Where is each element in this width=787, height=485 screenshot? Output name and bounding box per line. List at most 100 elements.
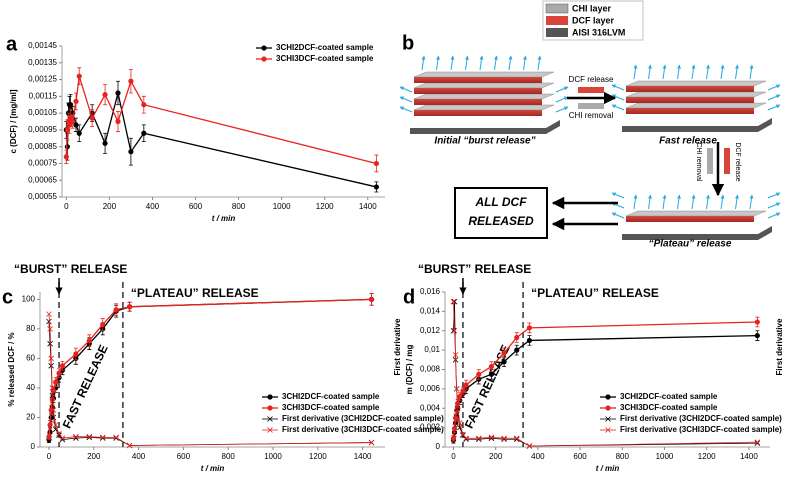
- y-tick-label: 0,014: [420, 306, 441, 315]
- x-tick-label: 1000: [273, 202, 291, 211]
- point: [463, 382, 469, 388]
- step-text: DCF release: [734, 142, 741, 181]
- point: [113, 435, 119, 441]
- release-arrow: [399, 106, 413, 113]
- release-arrow: [648, 64, 652, 80]
- y2-axis-label: First derivative: [393, 318, 402, 375]
- point: [460, 388, 466, 394]
- release-arrow: [662, 194, 667, 210]
- point: [50, 407, 57, 413]
- substrate: [622, 226, 772, 240]
- point: [463, 436, 469, 443]
- x-tick-label: 800: [616, 452, 630, 461]
- point: [99, 434, 106, 441]
- point: [513, 435, 520, 442]
- release-arrow: [648, 194, 652, 210]
- release-arrow: [465, 55, 469, 71]
- legend-text: First derivative (3CHI2DCF-coated sample…: [282, 414, 444, 423]
- point: [100, 321, 106, 328]
- point: [488, 435, 495, 442]
- point: [488, 434, 495, 441]
- release-arrow: [677, 194, 681, 210]
- point: [457, 394, 463, 400]
- x-tick-label: 200: [489, 452, 503, 461]
- legend-marker: [605, 427, 611, 433]
- x-tick-label: 600: [573, 452, 587, 461]
- series-line: [65, 76, 377, 165]
- release-arrow: [706, 64, 710, 80]
- substrate: [622, 118, 772, 132]
- release-arrow: [555, 86, 569, 93]
- release-arrow: [749, 64, 754, 80]
- point: [115, 90, 121, 96]
- point: [450, 327, 457, 334]
- y-tick-label: 0,00135: [28, 58, 57, 67]
- x-tick-label: 1200: [698, 452, 716, 461]
- y-tick-label: 0,004: [420, 403, 441, 412]
- point: [450, 298, 457, 305]
- step-text: CHI removal: [695, 143, 702, 182]
- point: [526, 443, 533, 449]
- point: [56, 370, 62, 376]
- legend-text: First derivative (3CHI2DCF-coated sample…: [620, 414, 782, 423]
- layer-top: [625, 102, 767, 109]
- point: [70, 118, 76, 125]
- release-arrow: [691, 194, 696, 210]
- release-arrow: [720, 194, 725, 210]
- point: [73, 433, 79, 440]
- legend-marker: [267, 394, 273, 400]
- point: [451, 425, 458, 432]
- point: [115, 118, 121, 125]
- y-tick-label: 0,00065: [28, 175, 57, 184]
- legend-text: CHI layer: [572, 3, 612, 13]
- result-box: [454, 187, 548, 239]
- legend-marker: [267, 427, 273, 433]
- point: [451, 327, 458, 334]
- y-tick-label: 0,00125: [28, 75, 57, 84]
- annotation: FAST RELEASE: [60, 343, 111, 431]
- release-arrow: [494, 55, 498, 71]
- point: [47, 326, 53, 332]
- legend-text: First derivative (3CHI3DCF-coated sample…: [282, 425, 444, 434]
- point: [76, 130, 82, 136]
- panel-label: d: [403, 286, 415, 308]
- legend-text: 3CHI3DCF-coated sample: [620, 403, 718, 412]
- point: [59, 363, 66, 369]
- point: [488, 363, 495, 370]
- layer: [626, 108, 754, 114]
- point: [73, 98, 79, 104]
- x-tick-label: 0: [451, 452, 456, 461]
- layer: [414, 99, 542, 105]
- y-tick-label: 0,00105: [28, 108, 57, 117]
- release-arrow: [450, 55, 455, 71]
- legend-marker: [605, 405, 611, 411]
- point: [89, 115, 95, 121]
- release-arrow: [537, 55, 542, 71]
- point: [451, 298, 458, 305]
- y-tick-label: 0,00055: [28, 192, 57, 201]
- release-arrow: [436, 55, 440, 71]
- release-arrow: [421, 55, 426, 71]
- layer: [414, 88, 542, 94]
- release-arrow: [555, 106, 569, 113]
- point: [102, 140, 108, 146]
- panel-label: a: [6, 33, 18, 55]
- release-arrow: [611, 104, 625, 111]
- x-tick-label: 1400: [359, 202, 377, 211]
- release-arrow: [479, 55, 484, 71]
- y-tick-label: 100: [22, 294, 36, 303]
- layer: [414, 110, 542, 116]
- panel-label: c: [2, 286, 13, 308]
- point: [48, 355, 54, 362]
- y-tick-label: 0,00145: [28, 41, 57, 50]
- point: [86, 433, 93, 440]
- layer-top: [625, 210, 767, 217]
- point: [52, 426, 59, 433]
- point: [452, 352, 459, 358]
- point: [501, 350, 507, 356]
- icon: [578, 103, 604, 109]
- stage-text: “Plateau” release: [649, 239, 732, 250]
- substrate: [410, 120, 560, 134]
- annotation: “PLATEAU” RELEASE: [131, 286, 259, 300]
- release-arrow: [767, 202, 781, 209]
